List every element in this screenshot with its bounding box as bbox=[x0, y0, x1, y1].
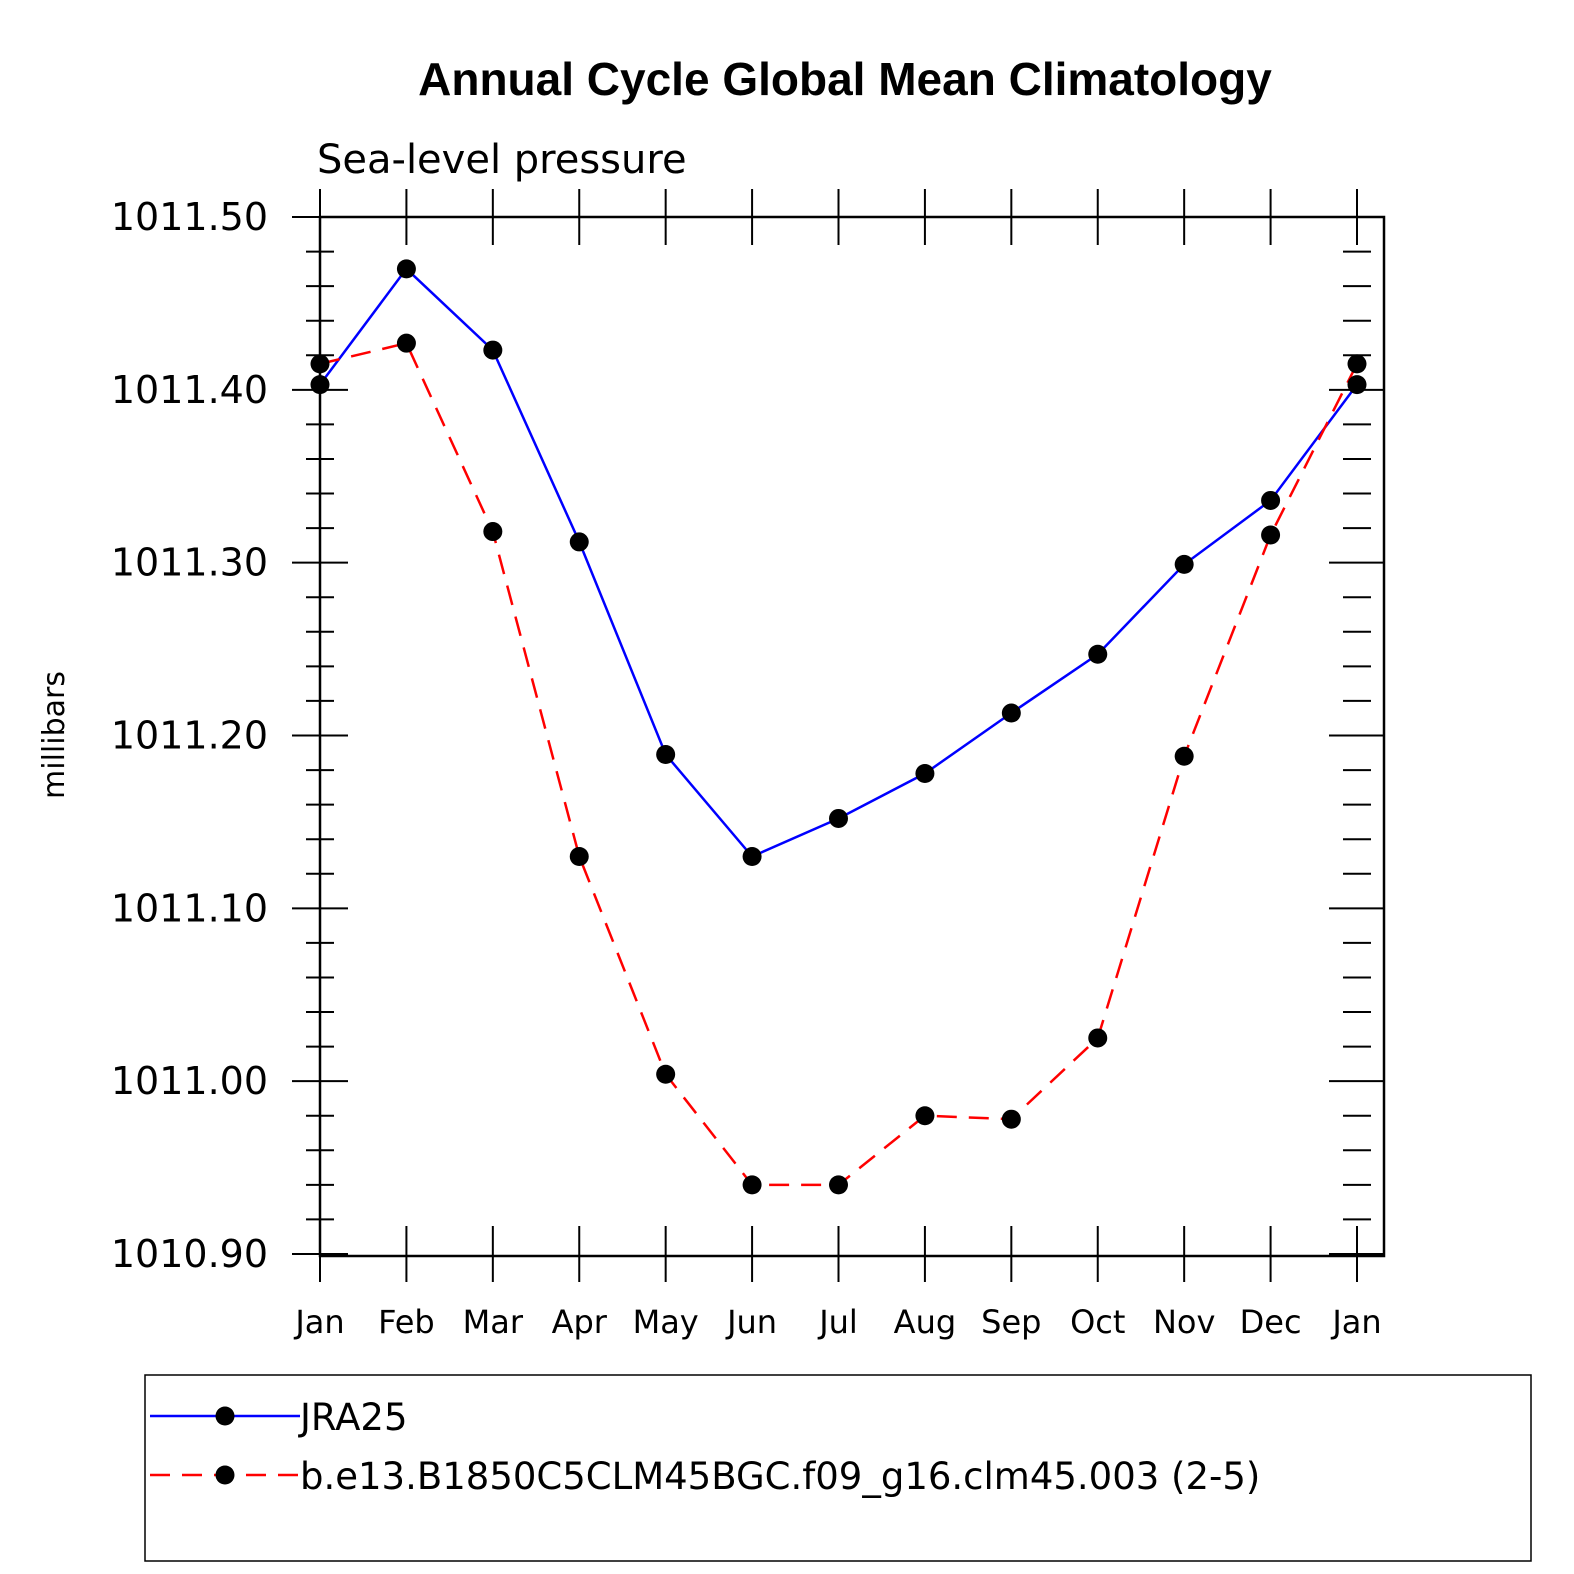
y-tick-label: 1011.00 bbox=[111, 1059, 268, 1103]
series-1-point bbox=[569, 532, 589, 552]
x-tick-label: Mar bbox=[463, 1303, 524, 1341]
y-tick-label: 1011.30 bbox=[111, 541, 268, 585]
series-1-point bbox=[1001, 703, 1021, 723]
x-tick-label: Aug bbox=[894, 1303, 956, 1341]
x-tick-label: Apr bbox=[552, 1303, 608, 1341]
series-2-point bbox=[1174, 746, 1194, 766]
x-tick-label: Oct bbox=[1070, 1303, 1125, 1341]
legend-marker-1 bbox=[215, 1406, 235, 1426]
series-1-point bbox=[829, 808, 848, 828]
legend-box bbox=[144, 1374, 1532, 1562]
series-1-point bbox=[310, 375, 330, 395]
series-1-point bbox=[396, 259, 416, 279]
x-tick-label: May bbox=[633, 1303, 699, 1341]
x-tick-label: Nov bbox=[1153, 1303, 1215, 1341]
axes: 1010.90 1011.00 1011.10 1011.20 1011.30 1011.… bbox=[111, 189, 1384, 1341]
series-1-point bbox=[1088, 644, 1108, 664]
series-2-point bbox=[310, 354, 330, 374]
series-2-point bbox=[915, 1106, 935, 1126]
y-tick-label: 1011.20 bbox=[111, 714, 268, 758]
series-1-point bbox=[915, 764, 935, 784]
x-tick-label: Jan bbox=[293, 1303, 344, 1341]
legend: JRA25 b.e13.B1850C5CLM45BGC.f09_g16.clm45… bbox=[144, 1374, 1532, 1562]
x-tick-label: Jul bbox=[817, 1303, 858, 1341]
y-tick-label: 1011.50 bbox=[111, 195, 268, 239]
series-2-point bbox=[1088, 1028, 1108, 1048]
series-1-point bbox=[742, 846, 762, 866]
series-2-point bbox=[1261, 525, 1281, 545]
y-tick-label: 1010.90 bbox=[111, 1232, 268, 1276]
series-2-point bbox=[1001, 1109, 1021, 1129]
series-line-1 bbox=[318, 266, 1359, 859]
series-1-point bbox=[1347, 375, 1367, 395]
x-tick-label: Dec bbox=[1240, 1303, 1302, 1341]
series-2-point bbox=[656, 1064, 676, 1084]
series-layer bbox=[310, 259, 1367, 1195]
plot-frame bbox=[318, 215, 1386, 1258]
x-tick-label: Feb bbox=[378, 1303, 435, 1341]
series-2-point bbox=[483, 522, 503, 542]
series-2-point bbox=[829, 1175, 848, 1195]
legend-label-2: b.e13.B1850C5CLM45BGC.f09_g16.clm45.003 … bbox=[300, 1455, 1260, 1498]
series-2-point bbox=[569, 846, 589, 866]
series-1-point bbox=[656, 745, 676, 765]
x-tick-label: Sep bbox=[981, 1303, 1041, 1341]
series-1-point bbox=[1174, 554, 1194, 574]
legend-marker-2 bbox=[215, 1465, 235, 1485]
x-tick-label: Jun bbox=[725, 1303, 777, 1341]
y-tick-label: 1011.40 bbox=[111, 368, 268, 412]
series-2-point bbox=[742, 1175, 762, 1195]
chart-subtitle: Sea-level pressure bbox=[317, 137, 687, 183]
legend-label-1: JRA25 bbox=[298, 1396, 408, 1439]
series-1-point bbox=[483, 340, 503, 360]
series-2-point bbox=[396, 333, 416, 353]
y-axis-label: millibars bbox=[37, 671, 72, 799]
series-line-2 bbox=[319, 341, 1359, 1187]
series-1-point bbox=[1261, 490, 1281, 510]
y-tick-label: 1011.10 bbox=[111, 886, 268, 930]
series-2-point bbox=[1347, 354, 1367, 374]
chart-title: Annual Cycle Global Mean Climatology bbox=[418, 53, 1272, 105]
x-tick-label: Jan bbox=[1330, 1303, 1381, 1341]
